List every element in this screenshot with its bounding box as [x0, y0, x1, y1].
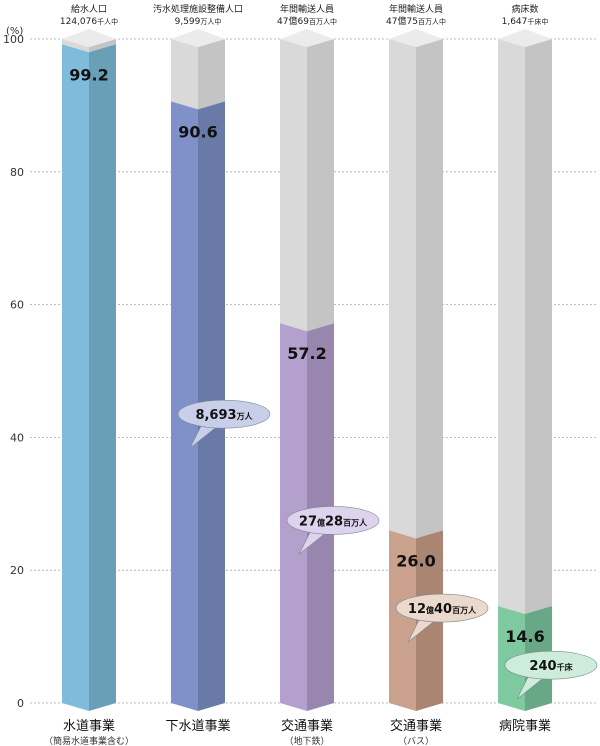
bar-remainder-side	[89, 39, 116, 53]
bar-value-front	[171, 101, 198, 711]
bar-remainder-front	[171, 39, 198, 110]
category-label: 交通事業	[390, 718, 442, 734]
category-label: 交通事業	[281, 718, 333, 734]
callout-ellipse	[177, 399, 271, 429]
bar-value-side	[89, 44, 116, 711]
bar-remainder-side	[416, 39, 443, 539]
column-header-total: 47億69百万人中	[277, 15, 337, 27]
bar-value-front	[389, 530, 416, 711]
category-sublabel: （バス）	[398, 736, 434, 746]
y-tick-label: 60	[10, 299, 24, 312]
y-tick-label: 40	[10, 431, 24, 444]
bar-remainder-front	[280, 39, 307, 332]
category-sublabel: （簡易水道事業含む）	[44, 735, 134, 746]
callout-text: 8,693万人	[195, 408, 253, 423]
bar-value-label: 90.6	[178, 122, 217, 141]
bar-top-cap	[498, 29, 552, 47]
bar-remainder-side	[198, 39, 225, 110]
bar-remainder-front	[389, 39, 416, 539]
y-tick-label: 0	[17, 697, 24, 710]
callout-ellipse	[286, 506, 380, 535]
callout-bubble: 8,693万人	[177, 399, 271, 449]
bar-remainder-front	[62, 39, 89, 53]
callout-text: 12億40百万人	[408, 602, 477, 617]
y-axis-unit-label: (%)	[6, 26, 23, 37]
y-tick-label: 100	[3, 33, 24, 46]
bar-remainder-front	[498, 39, 525, 615]
labels-layer: 99.2給水人口124,076千人中水道事業（簡易水道事業含む）123,129千…	[44, 3, 598, 746]
bar-top-cap	[280, 29, 334, 47]
callout-ellipse	[395, 593, 489, 623]
column-header-total: 1,647千床中	[502, 17, 549, 27]
bar-value-label: 99.2	[69, 65, 108, 84]
column-header-title: 病床数	[511, 3, 538, 15]
callout-text: 240千床	[529, 659, 573, 674]
bar-value-label: 26.0	[396, 551, 435, 570]
callout-bubble: 27億28百万人	[286, 506, 380, 555]
column-header-title: 年間輸送人員	[389, 3, 443, 15]
category-label: 水道事業	[63, 718, 115, 734]
grid-layer: 0 20 40 60 80 100	[3, 33, 596, 710]
y-tick-label: 80	[10, 166, 24, 179]
callout-bubble: 240千床	[504, 650, 598, 700]
column-header-title: 年間輸送人員	[280, 3, 334, 15]
bar-top-cap	[171, 29, 225, 47]
category-label: 下水道事業	[165, 718, 230, 734]
bar-value-front	[62, 44, 89, 711]
bars-layer	[62, 29, 552, 711]
column-header-total: 124,076千人中	[60, 17, 118, 27]
column-header-title: 給水人口	[71, 3, 107, 15]
category-label: 病院事業	[499, 718, 551, 734]
category-sublabel: （地下鉄）	[284, 735, 329, 746]
column-header-total: 9,599万人中	[175, 17, 222, 27]
y-tick-label: 20	[10, 564, 24, 577]
bar-remainder-side	[307, 39, 334, 332]
bar-value-label: 14.6	[505, 627, 544, 646]
bar-value-label: 57.2	[287, 344, 326, 363]
bar-top-cap	[389, 29, 443, 47]
callout-text: 27億28百万人	[299, 514, 368, 529]
column-header-total: 47億75百万人中	[386, 15, 446, 27]
bar-remainder-side	[525, 39, 552, 615]
bar-top-cap	[62, 29, 116, 47]
callout-bubble: 12億40百万人	[395, 593, 489, 643]
column-header-title: 汚水処理施設整備人口	[153, 3, 243, 15]
callout-ellipse	[504, 650, 598, 680]
